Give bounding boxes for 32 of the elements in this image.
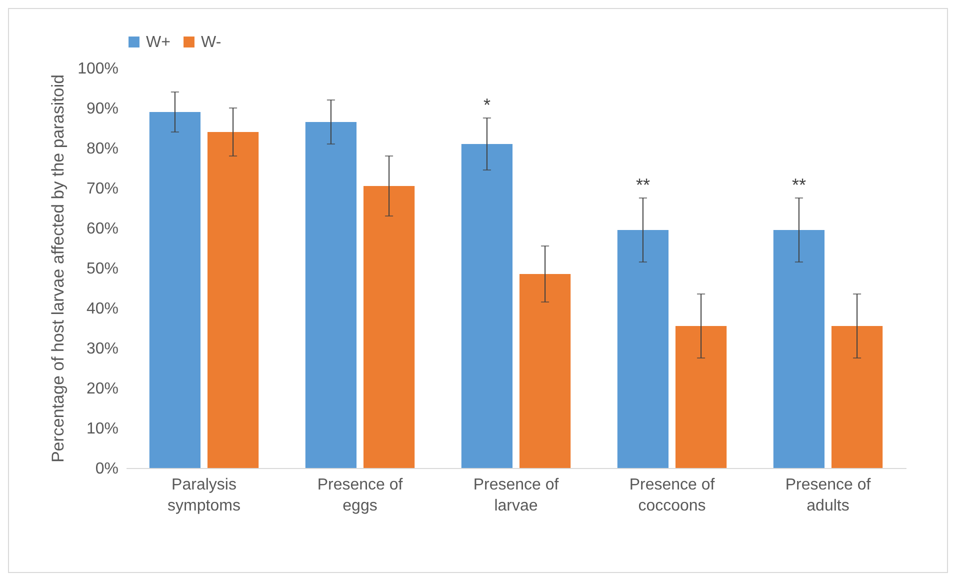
y-tick-label: 90% bbox=[86, 100, 118, 118]
bar bbox=[675, 326, 727, 468]
y-tick-label: 0% bbox=[95, 460, 118, 478]
bar bbox=[461, 144, 513, 468]
x-tick-label: Presence of larvae bbox=[473, 476, 560, 514]
annotation: * bbox=[483, 95, 490, 115]
x-tick-label: Presence of adults bbox=[785, 476, 872, 514]
bar bbox=[773, 230, 825, 468]
bar bbox=[305, 122, 357, 468]
y-axis-title: Percentage of host larvae affected by the parasitoid bbox=[48, 74, 68, 463]
y-tick-label: 50% bbox=[86, 260, 118, 278]
y-tick-label: 40% bbox=[86, 300, 118, 318]
bar bbox=[207, 132, 259, 468]
y-tick-label: 10% bbox=[86, 420, 118, 438]
y-tick-label: 60% bbox=[86, 220, 118, 238]
x-tick-label: Paralysis symptoms bbox=[168, 476, 240, 514]
x-tick-label: Presence of coccoons bbox=[629, 476, 716, 514]
y-tick-label: 80% bbox=[86, 140, 118, 158]
y-tick-label: 30% bbox=[86, 340, 118, 358]
annotation: ** bbox=[636, 175, 650, 195]
legend-label: W- bbox=[201, 34, 222, 51]
bar bbox=[519, 274, 571, 468]
bar bbox=[831, 326, 883, 468]
bar bbox=[617, 230, 669, 468]
y-tick-label: 20% bbox=[86, 380, 118, 398]
legend-label: W+ bbox=[146, 34, 170, 51]
annotation: ** bbox=[792, 175, 806, 195]
y-tick-label: 100% bbox=[78, 60, 118, 78]
x-tick-label: Presence of eggs bbox=[317, 476, 404, 514]
y-tick-label: 70% bbox=[86, 180, 118, 198]
bar bbox=[363, 186, 415, 468]
bar bbox=[149, 112, 201, 468]
